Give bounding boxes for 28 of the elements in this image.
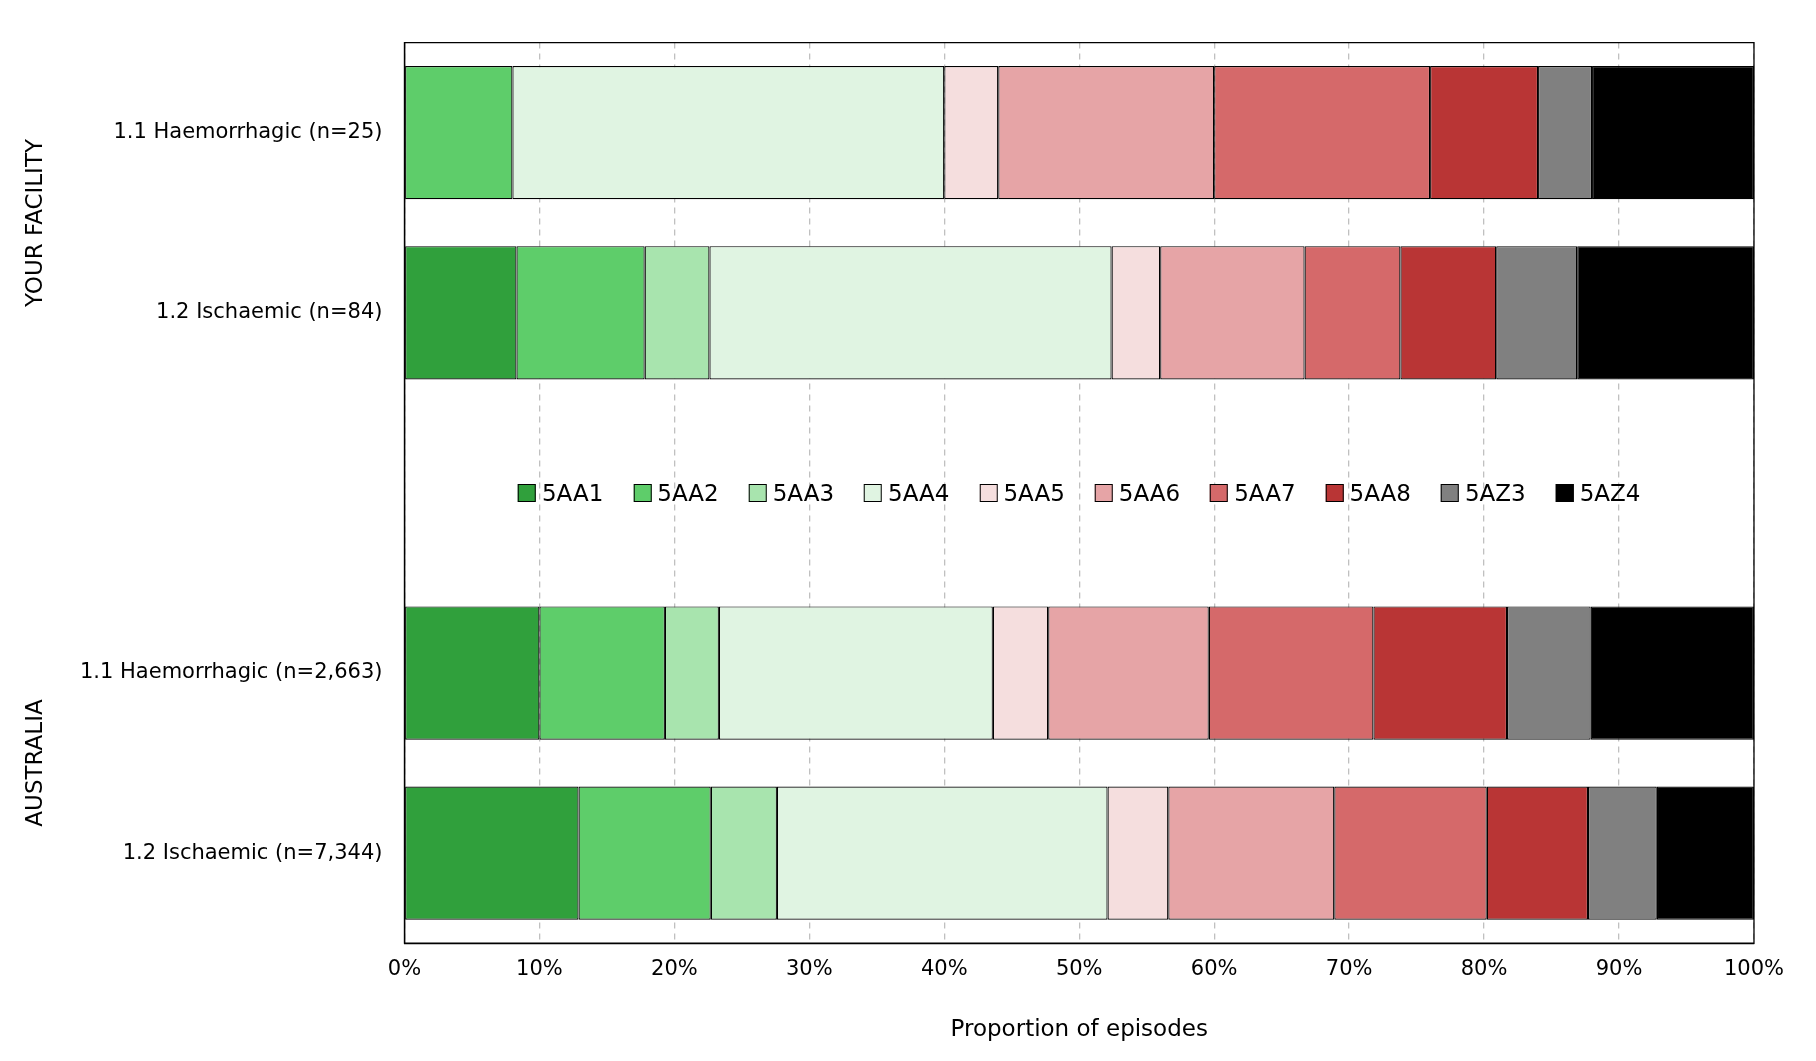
x-tick-label: 70% — [1325, 956, 1373, 981]
y-tick-label: 1.2 Ischaemic (n=7,344) — [122, 839, 383, 864]
x-tick-label: 80% — [1460, 956, 1508, 981]
legend-label: 5AA1 — [541, 479, 604, 506]
text: YOUR FACILITY — [21, 138, 47, 307]
x-tick-label: 0% — [387, 956, 422, 981]
x-tick-label: 100% — [1723, 956, 1785, 981]
x-axis-title: Proportion of episodes — [950, 1015, 1208, 1042]
x-tick-label: 40% — [920, 956, 968, 981]
legend-label: 5AA4 — [888, 479, 950, 506]
y-tick-label: 1.1 Haemorrhagic (n=25) — [113, 119, 383, 144]
x-tick-label: 90% — [1595, 956, 1643, 981]
y-tick-label: 1.1 Haemorrhagic (n=2,663) — [79, 659, 383, 684]
y-tick-label: 1.2 Ischaemic (n=84) — [156, 299, 383, 324]
text: AUSTRALIA — [21, 699, 47, 827]
x-tick-label: 50% — [1055, 956, 1103, 981]
legend-label: 5AZ4 — [1579, 479, 1641, 506]
x-tick-label: 30% — [785, 956, 833, 981]
legend-label: 5AA5 — [1003, 479, 1065, 506]
x-tick-label: 20% — [651, 956, 698, 981]
x-tick-label: 60% — [1190, 956, 1238, 981]
legend-label: 5AA6 — [1118, 479, 1181, 506]
legend-label: 5AA2 — [657, 479, 719, 506]
legend-label: 5AA8 — [1349, 479, 1411, 506]
legend-label: 5AA3 — [772, 479, 835, 506]
legend-label: 5AA7 — [1234, 479, 1296, 506]
x-tick-label: 10% — [516, 956, 563, 981]
legend-label: 5AZ3 — [1464, 479, 1526, 506]
